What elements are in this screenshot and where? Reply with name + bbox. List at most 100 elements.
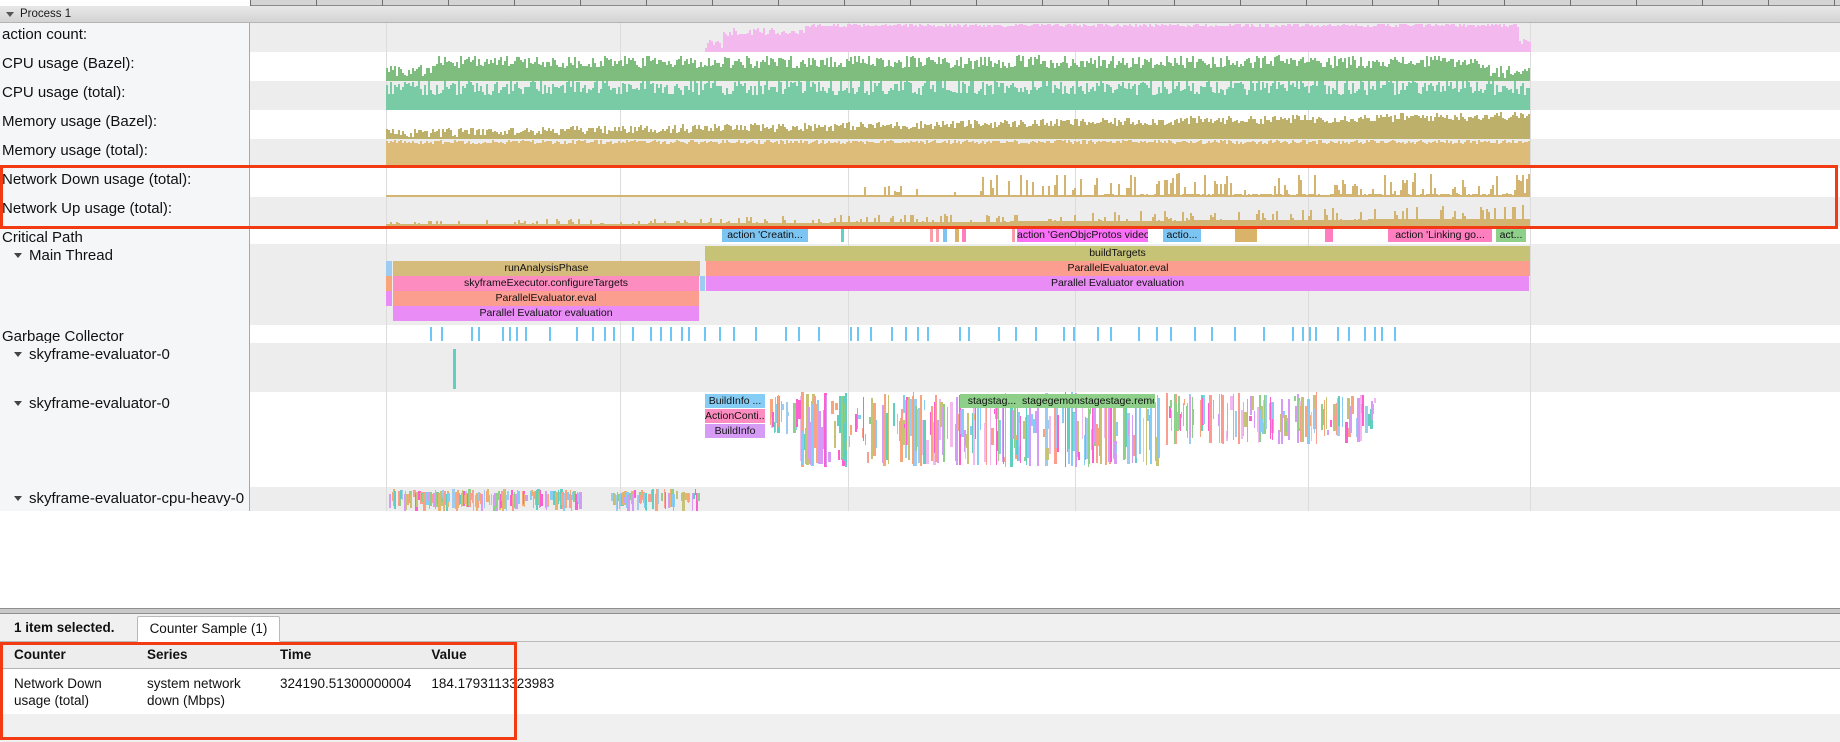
flame-block[interactable]: runAnalysisPhase [393,261,700,276]
track-lane[interactable] [250,197,1840,226]
chevron-down-icon[interactable] [14,401,22,406]
flame-block[interactable] [386,291,392,306]
chevron-down-icon[interactable] [14,352,22,357]
counter-bar [1491,24,1493,52]
counter-bar [1248,57,1250,81]
sparse-slice[interactable] [453,349,456,389]
critical-path-slice[interactable]: action 'Linking go... [1388,228,1492,242]
track-row[interactable]: CPU usage (total): [0,81,1840,110]
track-lane[interactable] [250,168,1840,197]
counter-bar [666,195,668,197]
critical-path-slice[interactable] [930,228,933,242]
flame-block[interactable] [700,276,705,291]
track-row[interactable]: skyframe-evaluator-cpu-heavy-0 [0,487,1840,511]
track-row[interactable]: CPU usage (Bazel): [0,52,1840,81]
timeline-ruler[interactable] [0,0,1840,6]
counter-bar [588,223,590,226]
track-label-cpu-usage-total[interactable]: CPU usage (total): [0,81,250,110]
track-lane[interactable] [250,110,1840,139]
chevron-down-icon[interactable] [14,253,22,258]
track-label-critical-path[interactable]: Critical Path [0,226,250,246]
critical-path-slice[interactable]: actio... [1163,228,1201,242]
track-lane[interactable] [250,487,1840,511]
track-lane[interactable] [250,52,1840,81]
critical-path-slice[interactable] [1235,228,1257,242]
flame-block[interactable]: ParallelEvaluator.eval [706,261,1530,276]
counter-bar [606,195,608,197]
track-label-main-thread[interactable]: Main Thread [0,244,250,325]
track-row[interactable]: Main Thread buildTargets runAnalysisPhase P… [0,244,1840,325]
track-row[interactable]: Memory usage (total): [0,139,1840,168]
track-row[interactable]: Garbage Collector [0,325,1840,345]
tab-counter-sample[interactable]: Counter Sample (1) [136,616,281,642]
critical-path-slice[interactable] [962,228,966,242]
track-row[interactable]: Critical Path action 'Creatin... action 'G… [0,226,1840,246]
track-lane[interactable]: BuildInfo ... ActionConti... BuildInfo stag… [250,392,1840,487]
track-lane[interactable] [250,343,1840,392]
track-label-skyframe-evaluator-cpu-heavy-0[interactable]: skyframe-evaluator-cpu-heavy-0 [0,487,250,511]
flame-block[interactable] [386,276,392,291]
counter-bar [1360,188,1362,197]
track-row[interactable]: action count: [0,23,1840,52]
col-header-time[interactable]: Time [266,642,418,669]
track-label-skyframe-evaluator-0[interactable]: skyframe-evaluator-0 [0,343,250,392]
track-label-network-down-usage-total[interactable]: Network Down usage (total): [0,168,250,197]
col-header-counter[interactable]: Counter [0,642,133,669]
counter-bar [1294,59,1296,81]
flame-block[interactable]: skyframeExecutor.configureTargets [393,276,699,291]
counter-bar [1158,120,1160,139]
chevron-down-icon[interactable] [6,11,14,17]
track-label-garbage-collector[interactable]: Garbage Collector [0,325,250,345]
track-row[interactable]: skyframe-evaluator-0 BuildInfo ... ActionC… [0,392,1840,487]
track-label-action-count[interactable]: action count: [0,23,250,52]
track-label-memory-usage-bazel[interactable]: Memory usage (Bazel): [0,110,250,139]
track-lane[interactable]: action 'Creatin... action 'GenObjcProtos … [250,226,1840,244]
flame-block[interactable]: BuildInfo ... [705,394,765,408]
track-label-network-up-usage-total[interactable]: Network Up usage (total): [0,197,250,226]
track-row[interactable]: Network Up usage (total): [0,197,1840,226]
flame-sliver [920,394,922,466]
track-row[interactable]: skyframe-evaluator-0 [0,343,1840,392]
col-header-value[interactable]: Value [417,642,638,669]
counter-bar [748,130,750,139]
flame-block[interactable]: stagstag... [966,394,1018,408]
flame-sliver [775,397,776,432]
table-row[interactable]: Network Down usage (total) system networ… [0,668,1840,714]
counter-bar [1527,41,1529,52]
flame-block[interactable] [386,261,392,276]
counter-bar [440,63,442,81]
critical-path-slice[interactable] [936,228,939,242]
critical-path-slice[interactable] [1325,228,1333,242]
track-label-memory-usage-total[interactable]: Memory usage (total): [0,139,250,168]
panel-divider[interactable] [0,608,1840,614]
flame-block[interactable]: buildTargets [705,246,1530,261]
track-row[interactable]: Network Down usage (total): [0,168,1840,197]
track-row[interactable]: Memory usage (Bazel): [0,110,1840,139]
critical-path-slice[interactable] [841,228,844,242]
track-lane[interactable]: buildTargets runAnalysisPhase ParallelEval… [250,244,1840,325]
track-lane[interactable] [250,325,1840,343]
critical-path-slice[interactable]: action 'GenObjcProtos video/... [1017,228,1148,242]
track-label-cpu-usage-bazel[interactable]: CPU usage (Bazel): [0,52,250,81]
flame-block[interactable]: ActionConti... [705,409,765,423]
critical-path-slice[interactable] [1012,228,1015,242]
col-header-series[interactable]: Series [133,642,266,669]
flame-block[interactable]: ParallelEvaluator.eval [393,291,699,306]
chevron-down-icon[interactable] [14,496,22,501]
critical-path-slice[interactable] [955,228,959,242]
flame-block[interactable]: stagegemonstagestage.remot... [1022,394,1154,408]
critical-path-slice[interactable]: act... [1496,228,1526,242]
critical-path-slice[interactable] [943,228,947,242]
track-lane[interactable] [250,23,1840,52]
flame-block[interactable]: BuildInfo [705,424,765,438]
process-header-row[interactable]: Process 1 [0,6,1840,23]
critical-path-slice[interactable]: action 'Creatin... [722,228,808,242]
counter-bar [1172,177,1174,197]
track-lane[interactable] [250,139,1840,168]
track-lane[interactable] [250,81,1840,110]
flame-block[interactable]: Parallel Evaluator evaluation [706,276,1529,291]
gc-tick-series [250,327,1840,341]
flame-block[interactable]: Parallel Evaluator evaluation [393,306,699,321]
track-label-skyframe-evaluator-0[interactable]: skyframe-evaluator-0 [0,392,250,487]
counter-bar [962,81,964,110]
